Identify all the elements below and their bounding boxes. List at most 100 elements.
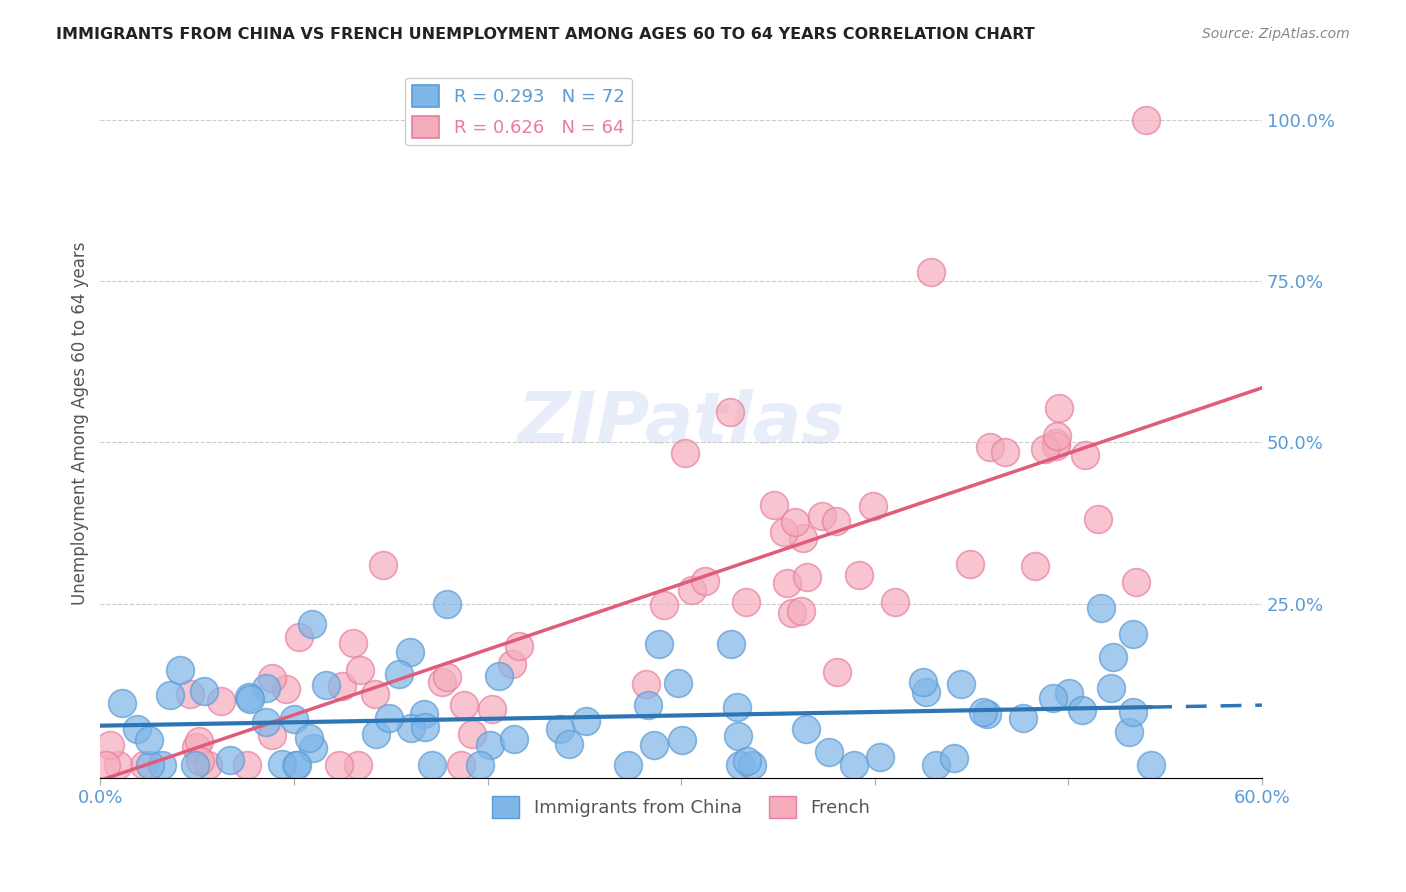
Point [219, 753, 242, 767]
Point [1122, 627, 1144, 641]
Point [810, 509, 832, 524]
Point [884, 595, 907, 609]
Point [159, 689, 181, 703]
Point [976, 706, 998, 721]
Point [186, 740, 208, 755]
Point [274, 681, 297, 696]
Point [825, 665, 848, 679]
Point [695, 574, 717, 589]
Point [347, 757, 370, 772]
Point [959, 557, 981, 571]
Point [260, 728, 283, 742]
Point [730, 757, 752, 772]
Point [132, 757, 155, 772]
Point [1071, 703, 1094, 717]
Point [256, 714, 278, 729]
Point [735, 754, 758, 768]
Point [413, 706, 436, 721]
Point [796, 570, 818, 584]
Point [107, 757, 129, 772]
Point [139, 757, 162, 772]
Point [925, 757, 948, 772]
Point [911, 675, 934, 690]
Point [1099, 681, 1122, 695]
Point [792, 531, 814, 545]
Point [548, 722, 571, 736]
Point [461, 726, 484, 740]
Point [794, 723, 817, 737]
Point [1011, 711, 1033, 725]
Point [420, 757, 443, 772]
Point [914, 684, 936, 698]
Point [634, 677, 657, 691]
Point [735, 595, 758, 609]
Point [262, 671, 284, 685]
Point [188, 734, 211, 748]
Y-axis label: Unemployment Among Ages 60 to 64 years: Unemployment Among Ages 60 to 64 years [72, 242, 89, 605]
Point [1045, 435, 1067, 450]
Point [789, 604, 811, 618]
Point [558, 737, 581, 751]
Point [150, 757, 173, 772]
Point [718, 405, 741, 419]
Point [1057, 686, 1080, 700]
Point [666, 676, 689, 690]
Point [388, 667, 411, 681]
Point [1042, 691, 1064, 706]
Point [298, 731, 321, 746]
Point [616, 757, 638, 772]
Point [349, 663, 371, 677]
Point [450, 757, 472, 772]
Point [481, 701, 503, 715]
Text: Source: ZipAtlas.com: Source: ZipAtlas.com [1202, 27, 1350, 41]
Point [138, 733, 160, 747]
Point [364, 727, 387, 741]
Point [330, 678, 353, 692]
Point [773, 525, 796, 540]
Point [285, 757, 308, 772]
Point [436, 598, 458, 612]
Point [111, 696, 134, 710]
Point [825, 515, 848, 529]
Point [169, 663, 191, 677]
Point [193, 684, 215, 698]
Point [399, 645, 422, 659]
Point [648, 637, 671, 651]
Point [741, 757, 763, 772]
Point [183, 757, 205, 772]
Point [818, 746, 841, 760]
Point [1033, 442, 1056, 457]
Point [1135, 113, 1157, 128]
Point [950, 677, 973, 691]
Point [848, 567, 870, 582]
Point [488, 669, 510, 683]
Point [430, 675, 453, 690]
Point [503, 731, 526, 746]
Point [673, 446, 696, 460]
Text: IMMIGRANTS FROM CHINA VS FRENCH UNEMPLOYMENT AMONG AGES 60 TO 64 YEARS CORRELATI: IMMIGRANTS FROM CHINA VS FRENCH UNEMPLOY… [56, 27, 1035, 42]
Point [179, 687, 201, 701]
Point [271, 756, 294, 771]
Point [1125, 575, 1147, 590]
Point [508, 639, 530, 653]
Point [993, 445, 1015, 459]
Point [652, 599, 675, 613]
Point [479, 738, 502, 752]
Point [470, 757, 492, 772]
Point [862, 500, 884, 514]
Point [453, 698, 475, 712]
Point [643, 738, 665, 752]
Point [342, 635, 364, 649]
Point [783, 515, 806, 529]
Point [378, 711, 401, 725]
Point [288, 630, 311, 644]
Point [436, 670, 458, 684]
Point [197, 757, 219, 772]
Point [236, 757, 259, 772]
Point [256, 681, 278, 696]
Point [283, 712, 305, 726]
Point [943, 751, 966, 765]
Point [720, 637, 742, 651]
Point [1090, 601, 1112, 615]
Point [239, 691, 262, 706]
